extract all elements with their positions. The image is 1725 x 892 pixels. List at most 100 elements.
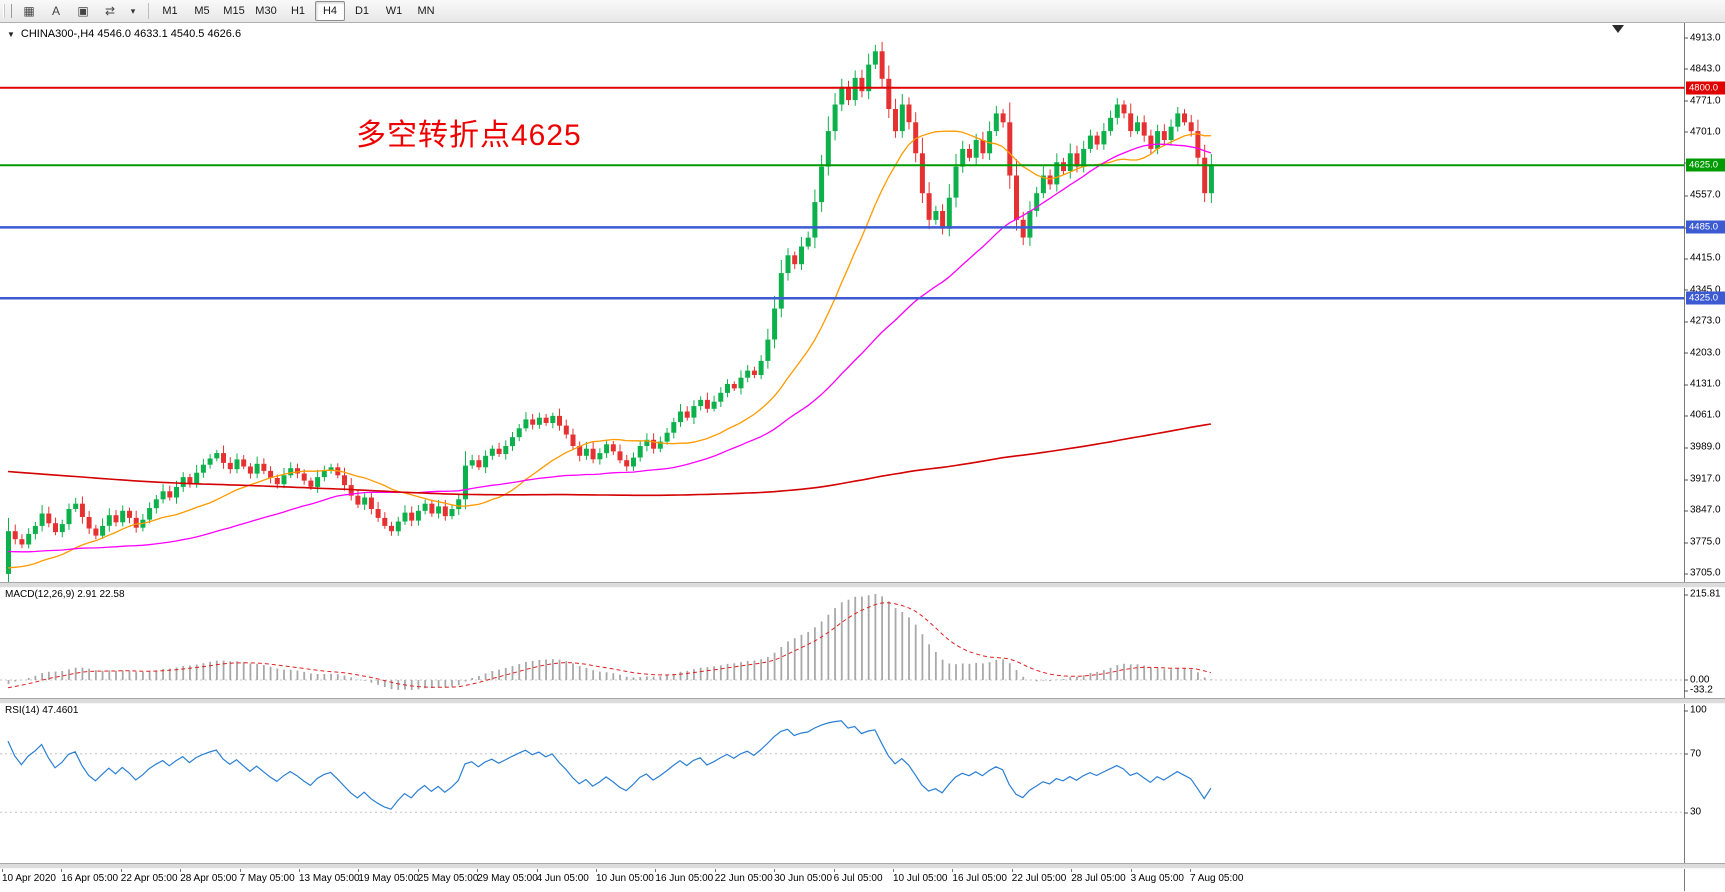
- time-axis-label: 7 May 05:00: [239, 873, 295, 884]
- time-axis-tick: [714, 868, 716, 872]
- time-axis-tick: [655, 868, 657, 872]
- time-axis-label: 22 Jun 05:00: [714, 873, 773, 884]
- macd-pane[interactable]: MACD(12,26,9) 2.91 22.58: [0, 586, 1684, 698]
- time-axis-label: 22 Jul 05:00: [1011, 873, 1067, 884]
- time-axis-tick: [1011, 868, 1013, 872]
- rsi-pane[interactable]: RSI(14) 47.4601: [0, 702, 1684, 863]
- timeframe-m15-button[interactable]: M15: [223, 5, 245, 17]
- time-axis-label: 30 Jun 05:00: [774, 873, 833, 884]
- time-axis-label: 19 May 05:00: [358, 873, 419, 884]
- time-axis-label: 28 Apr 05:00: [180, 873, 237, 884]
- time-axis-tick: [1190, 868, 1191, 872]
- chart-shift-marker-icon[interactable]: [1612, 25, 1624, 33]
- rsi-axis-label: 30: [1683, 806, 1702, 818]
- price-axis-label: 3775.0: [1684, 536, 1721, 548]
- time-axis-tick: [2, 868, 3, 872]
- time-axis-label: 10 Apr 2020: [2, 873, 56, 884]
- price-axis-label: 3847.0: [1684, 504, 1721, 516]
- price-axis-label: 4843.0: [1684, 63, 1721, 75]
- toolbar-grip[interactable]: [3, 4, 12, 18]
- time-axis-label: 13 May 05:00: [299, 873, 360, 884]
- timeframe-mn-button[interactable]: MN: [417, 5, 435, 17]
- price-pane[interactable]: ▼ CHINA300-,H4 4546.0 4633.1 4540.5 4626…: [0, 22, 1684, 582]
- time-axis-label: 7 Aug 05:00: [1190, 873, 1244, 884]
- level-badge-4325.0[interactable]: 4325.0: [1686, 291, 1725, 305]
- time-axis-label: 29 May 05:00: [477, 873, 538, 884]
- rsi-chart-canvas[interactable]: [0, 702, 1684, 863]
- tool-icons-group: ▦ A ▣ ⇄ ▾: [16, 1, 142, 21]
- macd-axis-label: 0.00: [1683, 674, 1710, 686]
- price-axis-label: 4203.0: [1684, 347, 1721, 358]
- time-axis-tick: [299, 868, 300, 872]
- symbol-ohlc-text: CHINA300-,H4 4546.0 4633.1 4540.5 4626.6: [20, 28, 242, 40]
- time-axis-tick: [833, 868, 835, 872]
- chart-grid-icon[interactable]: ▦: [23, 4, 35, 18]
- chart-annotation-text[interactable]: 多空转折点4625: [356, 119, 582, 152]
- level-badge-4485.0[interactable]: 4485.0: [1686, 220, 1725, 234]
- timeframe-m5-button[interactable]: M5: [194, 5, 210, 17]
- timeframe-m1-button[interactable]: M1: [162, 5, 178, 17]
- timeframe-h1-button[interactable]: H1: [290, 5, 306, 17]
- macd-label: MACD(12,26,9) 2.91 22.58: [5, 589, 125, 600]
- chart-title: ▼ CHINA300-,H4 4546.0 4633.1 4540.5 4626…: [7, 28, 241, 40]
- time-axis-label: 10 Jun 05:00: [596, 873, 654, 884]
- timeframe-h4-button[interactable]: H4: [315, 1, 345, 21]
- time-axis-tick: [477, 868, 479, 872]
- time-axis-label: 22 Apr 05:00: [120, 873, 178, 884]
- symbol-marker-icon[interactable]: ▼: [7, 29, 15, 39]
- time-axis-label: 16 Jun 05:00: [655, 873, 714, 884]
- swap-arrows-icon[interactable]: ⇄: [104, 4, 116, 18]
- level-badge-4800.0[interactable]: 4800.0: [1686, 81, 1725, 95]
- price-axis-label: 4345.0: [1684, 284, 1721, 295]
- pane-divider[interactable]: [0, 582, 1725, 588]
- price-chart-canvas[interactable]: [0, 22, 1684, 582]
- price-axis-label: 4701.0: [1684, 126, 1721, 138]
- time-axis-label: 16 Jul 05:00: [952, 873, 1007, 884]
- timeframe-d1-button[interactable]: D1: [354, 5, 370, 17]
- time-axis-tick: [1071, 868, 1073, 872]
- dropdown-caret-icon[interactable]: ▾: [130, 5, 136, 16]
- macd-histogram: [7, 594, 1213, 690]
- macd-axis-label: -33.2: [1684, 684, 1713, 696]
- timeframe-buttons-group: M1 M5 M15 M30 H1 H4 D1 W1 MN: [155, 1, 441, 21]
- ma-line-fast: [7, 130, 1211, 569]
- chart-area: ▼ CHINA300-,H4 4546.0 4633.1 4540.5 4626…: [0, 22, 1725, 892]
- price-axis[interactable]: 4913.04843.04771.04701.04631.04557.04485…: [1683, 22, 1725, 891]
- time-axis-tick: [180, 868, 182, 872]
- time-axis-label: 6 Jul 05:00: [833, 873, 883, 884]
- price-axis-label: 4131.0: [1684, 378, 1721, 390]
- letter-a-icon[interactable]: A: [51, 4, 60, 18]
- timeframe-m30-button[interactable]: M30: [255, 5, 277, 17]
- time-axis-label: 16 Apr 05:00: [61, 873, 119, 884]
- level-badge-4625.0[interactable]: 4625.0: [1686, 158, 1725, 172]
- time-axis-label: 3 Aug 05:00: [1130, 873, 1184, 884]
- macd-signal-line: [7, 602, 1212, 689]
- price-axis-label: 4557.0: [1684, 189, 1721, 201]
- macd-chart-canvas[interactable]: [0, 586, 1684, 698]
- time-axis-tick: [61, 868, 63, 872]
- price-axis-label: 3917.0: [1684, 473, 1721, 485]
- pane-divider[interactable]: [0, 698, 1725, 704]
- price-axis-label: 4913.0: [1684, 32, 1721, 43]
- timeframe-w1-button[interactable]: W1: [385, 5, 403, 17]
- rsi-axis-label: 100: [1684, 704, 1707, 716]
- macd-axis-label: 215.81: [1684, 588, 1721, 600]
- toolbar: ▦ A ▣ ⇄ ▾ M1 M5 M15 M30 H1 H4 D1 W1 MN: [0, 0, 1725, 23]
- time-axis-tick: [774, 868, 776, 872]
- price-axis-label: 4273.0: [1684, 315, 1721, 327]
- candles: [6, 41, 1214, 582]
- time-axis-label: 4 Jun 05:00: [536, 873, 589, 884]
- time-axis-tick: [893, 868, 894, 872]
- time-axis[interactable]: 10 Apr 2020 16 Apr 05:00 22 Apr 05:00 28 Ap…: [0, 867, 1684, 892]
- price-axis-label: 4771.0: [1684, 95, 1721, 106]
- rsi-label: RSI(14) 47.4601: [5, 705, 79, 716]
- price-axis-label: 4061.0: [1684, 409, 1721, 421]
- price-axis-label: 3705.0: [1684, 567, 1721, 579]
- time-axis-tick: [417, 868, 419, 872]
- price-axis-label: 3989.0: [1684, 441, 1721, 453]
- text-box-icon[interactable]: ▣: [77, 4, 89, 18]
- time-axis-tick: [239, 868, 241, 872]
- pane-divider[interactable]: [0, 863, 1725, 869]
- time-axis-label: 28 Jul 05:00: [1071, 873, 1126, 884]
